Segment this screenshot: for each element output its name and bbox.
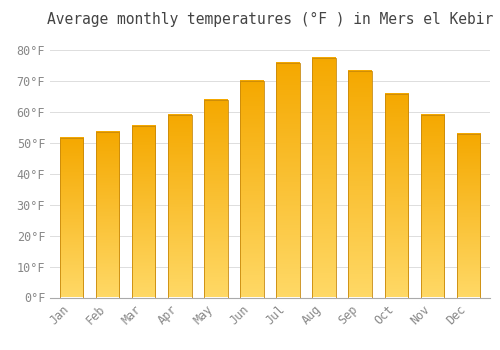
Bar xyxy=(420,115,444,298)
Bar xyxy=(60,139,84,298)
Bar xyxy=(384,94,408,298)
Bar xyxy=(312,58,336,298)
Bar xyxy=(348,70,372,298)
Title: Average monthly temperatures (°F ) in Mers el Kebir: Average monthly temperatures (°F ) in Me… xyxy=(47,12,493,27)
Bar xyxy=(132,126,156,298)
Bar xyxy=(204,100,228,297)
Bar xyxy=(276,63,300,298)
Bar xyxy=(456,134,480,298)
Bar xyxy=(96,132,120,298)
Bar xyxy=(240,81,264,298)
Bar xyxy=(168,115,192,298)
